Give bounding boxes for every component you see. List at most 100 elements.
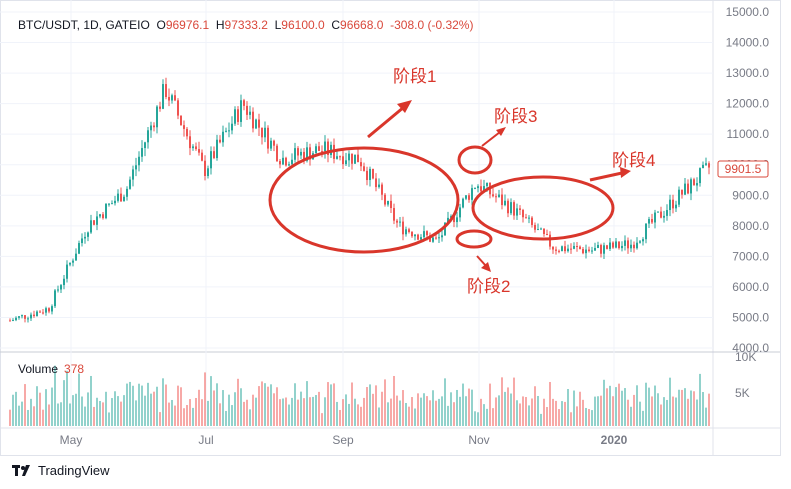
volume-bar <box>288 404 290 426</box>
candle-body <box>417 234 419 240</box>
volume-bar <box>528 405 530 426</box>
symbol-label: BTC/USDT, 1D, GATEIO <box>18 18 150 32</box>
volume-bar <box>513 377 515 426</box>
candle-body <box>684 183 686 195</box>
volume-bar <box>75 393 77 426</box>
volume-bar <box>240 388 242 426</box>
candle-body <box>642 239 644 242</box>
volume-bar <box>585 407 587 426</box>
candle-body <box>150 125 152 131</box>
candle-body <box>195 146 197 150</box>
grid <box>0 0 713 428</box>
candle-body <box>159 106 161 109</box>
candle-body <box>351 153 353 164</box>
candle-body <box>231 123 233 131</box>
volume-bar <box>99 400 101 426</box>
candle-body <box>174 95 176 101</box>
volume-bar <box>216 383 218 426</box>
volume-bar <box>375 385 377 426</box>
volume-bar <box>114 391 116 426</box>
volume-bar <box>564 401 566 426</box>
volume-bar <box>66 370 68 426</box>
candle-body <box>477 186 479 189</box>
candle-body <box>216 139 218 159</box>
volume-bar <box>531 398 533 426</box>
volume-bar <box>132 385 134 426</box>
candle-body <box>339 156 341 158</box>
volume-bar <box>426 396 428 426</box>
candle-body <box>297 148 299 156</box>
volume-bar <box>708 393 710 426</box>
volume-bar <box>657 393 659 426</box>
candle-body <box>324 141 326 152</box>
volume-bar <box>18 405 20 426</box>
candle-body <box>30 314 32 319</box>
time-tick-label: 2020 <box>601 433 628 447</box>
stage3-label: 阶段3 <box>494 107 537 126</box>
volume-bar <box>102 402 104 426</box>
candle-body <box>273 140 275 146</box>
candle-body <box>462 198 464 208</box>
candle-body <box>579 246 581 249</box>
volume-bar <box>48 404 50 426</box>
volume-bar <box>285 397 287 426</box>
volume-bar <box>579 391 581 426</box>
candle-body <box>105 203 107 219</box>
candle-body <box>138 156 140 166</box>
candle-body <box>240 100 242 122</box>
stage2-ellipse <box>455 229 493 249</box>
candle-body <box>525 217 527 219</box>
volume-bar <box>570 412 572 426</box>
volume-bar <box>378 407 380 426</box>
candle-body <box>483 186 485 192</box>
candle-body <box>573 246 575 249</box>
candle-body <box>327 141 329 155</box>
candle-body <box>654 212 656 223</box>
volume-bar <box>264 383 266 426</box>
volume-bar <box>108 412 110 426</box>
volume-bar <box>537 395 539 426</box>
candle-body <box>378 184 380 188</box>
candle-body <box>657 211 659 213</box>
candle-body <box>363 166 365 171</box>
open-label: O <box>156 18 166 32</box>
volume-bar <box>510 393 512 426</box>
candle-body <box>456 217 458 223</box>
candle-body <box>258 119 260 128</box>
volume-bar <box>672 396 674 426</box>
candle-body <box>495 196 497 198</box>
candle-body <box>567 248 569 252</box>
volume-bar <box>642 410 644 426</box>
price-tick-label: 12000.0 <box>726 97 770 111</box>
volume-bar <box>42 409 44 426</box>
volume-bar <box>495 397 497 426</box>
volume-bar <box>303 398 305 426</box>
volume-bar <box>306 381 308 426</box>
brand[interactable]: TradingView <box>12 463 110 478</box>
candle-body <box>444 222 446 236</box>
volume-bar <box>333 383 335 426</box>
candle-body <box>315 146 317 154</box>
volume-bar <box>480 398 482 426</box>
candle-body <box>186 128 188 137</box>
candle-body <box>681 189 683 195</box>
candle-body <box>108 203 110 205</box>
volume-bar <box>597 396 599 426</box>
candle-body <box>699 168 701 184</box>
candle-body <box>177 100 179 116</box>
candle-body <box>480 186 482 192</box>
candle-body <box>528 217 530 219</box>
candle-body <box>612 242 614 248</box>
volume-bar <box>504 391 506 426</box>
volume-bar <box>402 390 404 426</box>
candle-body <box>111 203 113 205</box>
volume-bar <box>33 406 35 426</box>
volume-value: 378 <box>64 362 85 376</box>
candle-body <box>342 156 344 165</box>
candle-body <box>180 115 182 126</box>
volume-bar <box>615 387 617 426</box>
candle-body <box>645 223 647 240</box>
volume-bar <box>237 378 239 426</box>
price-tick-label: 6000.0 <box>732 280 769 294</box>
